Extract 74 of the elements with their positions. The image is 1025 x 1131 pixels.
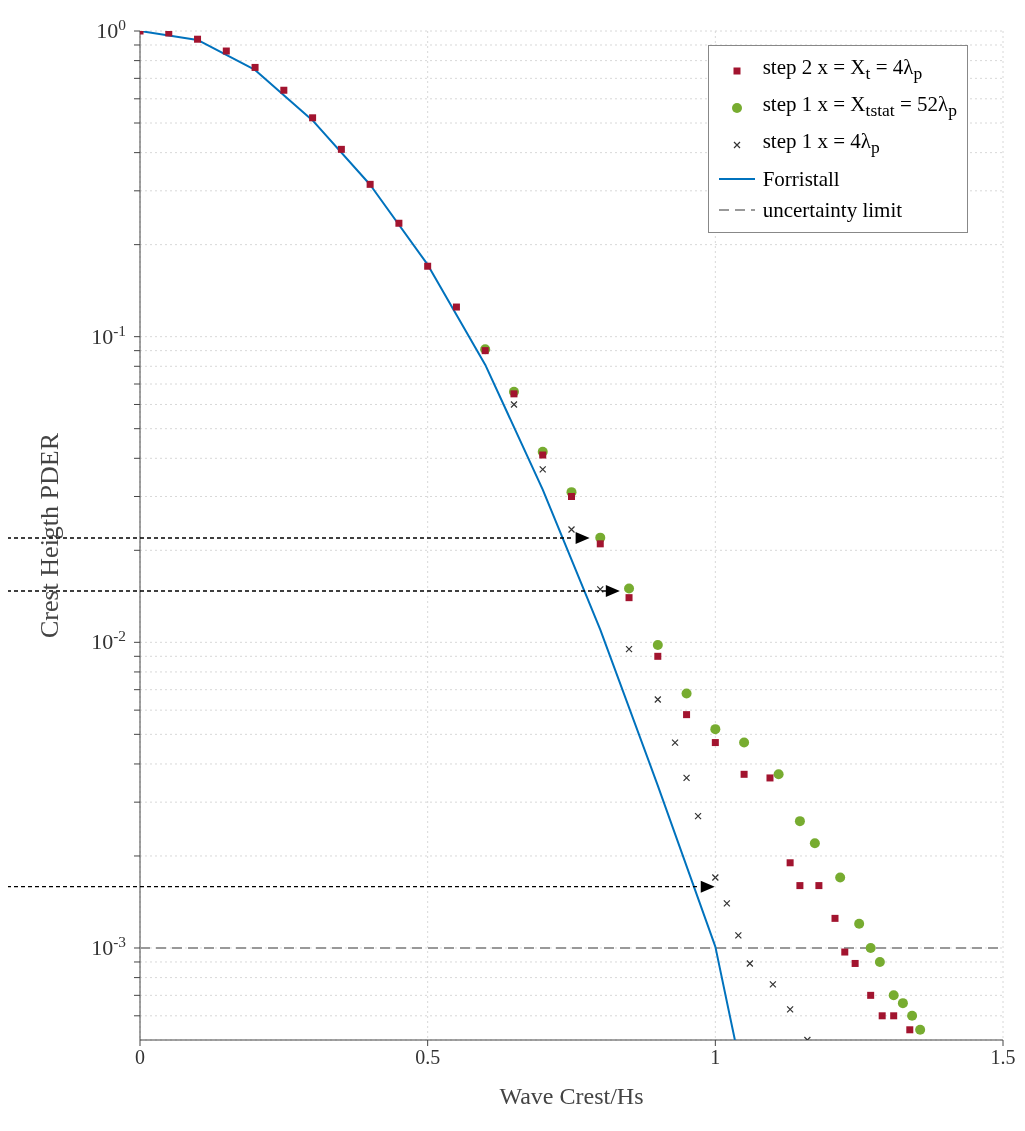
x-tick-label: 1 (710, 1046, 721, 1068)
point (596, 585, 604, 593)
point (740, 770, 748, 778)
y-tick-label: 10$^{-1}$ (91, 321, 126, 349)
point (831, 914, 839, 922)
point (165, 31, 173, 37)
point (654, 695, 662, 704)
point (671, 738, 679, 747)
point (711, 873, 719, 882)
point (654, 652, 662, 660)
point (251, 63, 259, 71)
point (194, 35, 202, 43)
point (766, 774, 774, 782)
point (854, 918, 865, 929)
legend-label: step 2 x = X$_{t}$ = 4λ$_{p}$ (762, 54, 923, 86)
point (309, 114, 317, 122)
x-axis-title: Wave Crest/Hs (499, 1083, 644, 1109)
point (773, 769, 784, 780)
point (711, 739, 719, 747)
point (794, 816, 805, 827)
point (796, 882, 804, 890)
point (625, 594, 633, 602)
x-tick-label: 0.5 (415, 1046, 441, 1068)
point (510, 390, 518, 398)
y-tick-label: 10$^{-2}$ (91, 626, 126, 655)
point (510, 400, 518, 409)
y-tick-label: 10$^{0}$ (96, 15, 127, 43)
point (769, 980, 777, 989)
point (539, 465, 547, 473)
point (568, 492, 575, 500)
legend-label: step 1 x = X$_{t}$$_{stat}$ = 52λ$_{p}$ (762, 91, 957, 123)
point (682, 774, 691, 782)
point (395, 219, 403, 227)
point (746, 959, 754, 968)
point (835, 872, 846, 883)
point (874, 956, 885, 967)
point (452, 303, 460, 311)
point (596, 540, 604, 548)
point (815, 882, 823, 890)
point (786, 1005, 794, 1013)
x-tick-label: 1.5 (990, 1046, 1016, 1068)
point (897, 998, 908, 1009)
point (906, 1026, 914, 1034)
point (710, 724, 721, 735)
point (890, 1012, 898, 1020)
point (723, 899, 731, 907)
point (865, 942, 876, 953)
legend-label: step 1 x = 4λ$_{p}$ (762, 128, 880, 160)
point (867, 991, 875, 999)
point (888, 990, 899, 1001)
point (337, 145, 345, 153)
y-axis-title: Crest Heigth PDER (35, 432, 64, 639)
point (681, 688, 692, 699)
point (878, 1012, 886, 1020)
point (652, 640, 663, 651)
point (809, 838, 820, 849)
point (366, 180, 374, 188)
point (851, 959, 859, 967)
point (683, 711, 691, 719)
point (625, 645, 633, 653)
x-tick-label: 0 (135, 1046, 145, 1068)
point (739, 737, 750, 748)
point (907, 1010, 918, 1021)
point (424, 262, 432, 270)
point (222, 47, 230, 55)
point (841, 948, 849, 956)
legend-label: Forristall (762, 165, 840, 193)
point (786, 859, 794, 867)
point (539, 451, 547, 459)
point (624, 583, 635, 594)
legend-label: uncertainty limit (762, 196, 903, 224)
y-tick-label: 10$^{-3}$ (91, 932, 127, 960)
point (915, 1024, 926, 1035)
point (280, 86, 288, 94)
